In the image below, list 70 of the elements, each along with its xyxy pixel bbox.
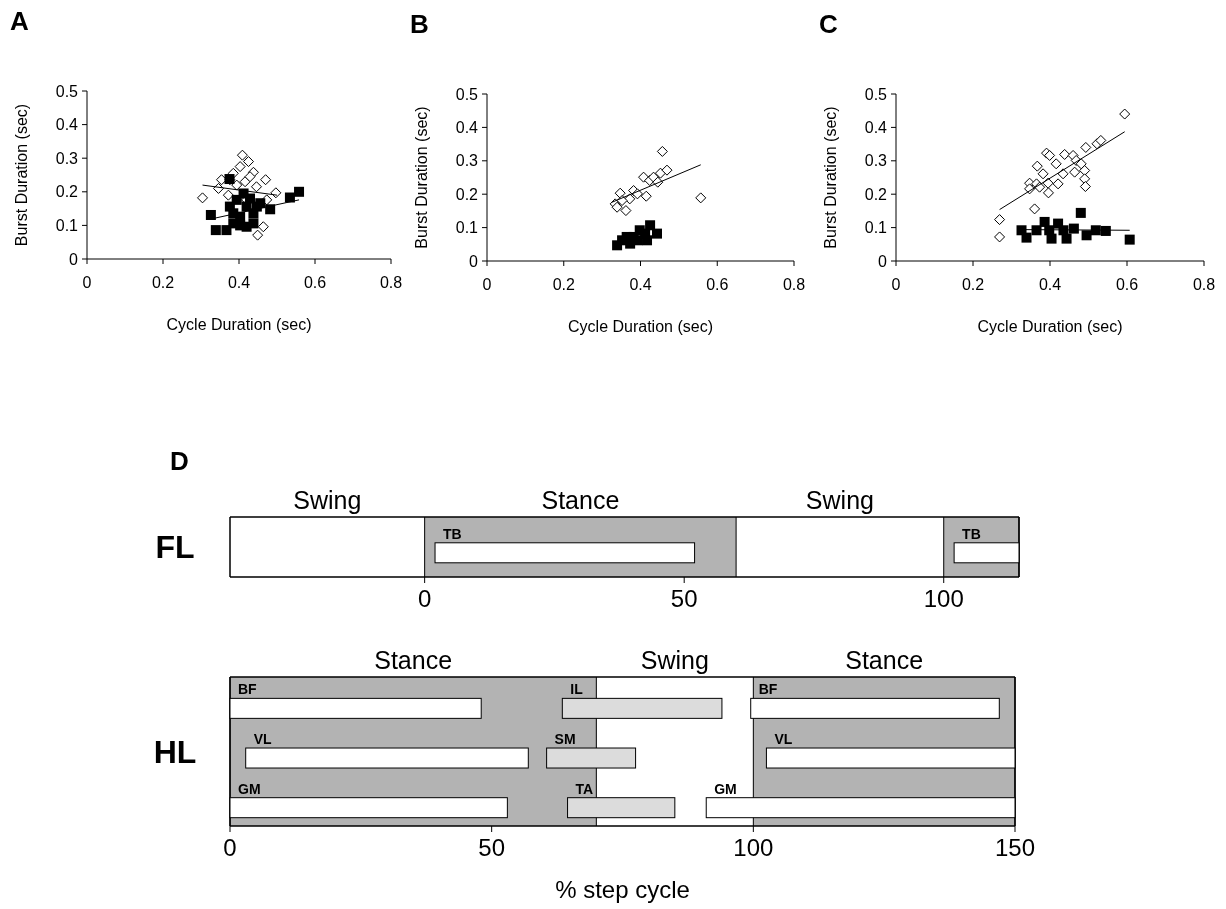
x-tick-label: 0.4 xyxy=(1038,276,1062,293)
band-label: Stance xyxy=(541,486,620,514)
x-tick-label: 0.2 xyxy=(961,276,985,293)
text: Swing xyxy=(293,486,362,514)
data-label: GM xyxy=(714,780,737,797)
data-label: SM xyxy=(554,731,576,748)
y-tick-label: 0.5 xyxy=(864,85,888,103)
chart-title: A xyxy=(10,6,29,36)
x-tick-label: 50 xyxy=(478,834,506,861)
x-axis-title: Cycle Duration (sec) xyxy=(166,316,312,333)
text: Swing xyxy=(640,646,709,674)
x-tick-label: 0 xyxy=(82,274,92,291)
y-tick-label: 0.2 xyxy=(55,183,79,201)
band-label: Stance xyxy=(845,646,924,674)
x-tick-label: 0 xyxy=(891,276,901,293)
data-label: VL xyxy=(774,731,793,748)
y-tick-label: 0.2 xyxy=(455,185,479,203)
y-tick-label: 0.4 xyxy=(864,119,888,136)
y-tick-label: 0.4 xyxy=(55,116,79,134)
x-tick-label: 0.8 xyxy=(1192,276,1216,293)
y-tick-label: 0.5 xyxy=(55,82,79,100)
y-tick-label: 0.3 xyxy=(864,152,888,170)
y-tick-label: 0.1 xyxy=(864,219,888,237)
text: Swing xyxy=(805,486,874,514)
data-label: TA xyxy=(575,780,594,797)
x-tick-label: 50 xyxy=(670,585,698,612)
x-tick-label: 0 xyxy=(482,276,492,293)
data-label: BF xyxy=(758,681,778,698)
x-tick-label: 0.2 xyxy=(151,274,175,291)
chart-title: C xyxy=(819,9,838,39)
x-axis-title: Cycle Duration (sec) xyxy=(977,318,1123,335)
x-tick-label: 0.8 xyxy=(379,274,403,291)
band-label: Stance xyxy=(374,646,453,674)
data-label: VL xyxy=(253,731,273,748)
y-axis-title: Burst Duration (sec) xyxy=(822,106,839,249)
y-tick-label: 0.1 xyxy=(455,219,479,237)
chart-title: D xyxy=(170,446,189,476)
x-axis-title: Cycle Duration (sec) xyxy=(568,318,713,335)
chart-title: B xyxy=(410,9,429,39)
y-tick-label: 0 xyxy=(878,252,888,270)
data-label: GM xyxy=(238,780,261,797)
x-tick-label: 100 xyxy=(923,585,964,612)
x-tick-label: 0 xyxy=(417,585,432,612)
y-axis-title: Burst Duration (sec) xyxy=(13,103,30,247)
y-axis-title: HL xyxy=(153,733,197,770)
y-tick-label: 0.3 xyxy=(55,149,79,167)
x-tick-label: 0 xyxy=(223,834,237,861)
y-tick-label: 0 xyxy=(469,252,479,270)
y-tick-label: 0 xyxy=(69,250,79,268)
x-tick-label: 0.6 xyxy=(1115,276,1139,293)
x-tick-label: 0.2 xyxy=(552,276,575,293)
y-axis-title: FL xyxy=(155,529,195,566)
x-tick-label: 0.6 xyxy=(303,274,327,291)
x-axis-title: % step cycle xyxy=(555,876,690,903)
y-tick-label: 0.1 xyxy=(55,217,79,234)
data-label: BF xyxy=(238,681,258,698)
y-tick-label: 0.2 xyxy=(864,185,888,203)
data-label: TB xyxy=(962,525,981,542)
x-tick-label: 0.6 xyxy=(706,276,729,293)
x-tick-label: 0.8 xyxy=(782,276,806,293)
y-tick-label: 0.3 xyxy=(455,152,479,170)
y-axis-title: Burst Duration (sec) xyxy=(413,106,430,249)
x-tick-label: 0.4 xyxy=(227,274,251,291)
data-label: TB xyxy=(443,525,462,542)
data-label: IL xyxy=(570,681,584,698)
y-tick-label: 0.5 xyxy=(455,85,479,103)
y-tick-label: 0.4 xyxy=(455,119,479,136)
x-tick-label: 100 xyxy=(733,834,774,861)
x-tick-label: 0.4 xyxy=(629,276,652,293)
x-tick-label: 150 xyxy=(994,834,1036,861)
